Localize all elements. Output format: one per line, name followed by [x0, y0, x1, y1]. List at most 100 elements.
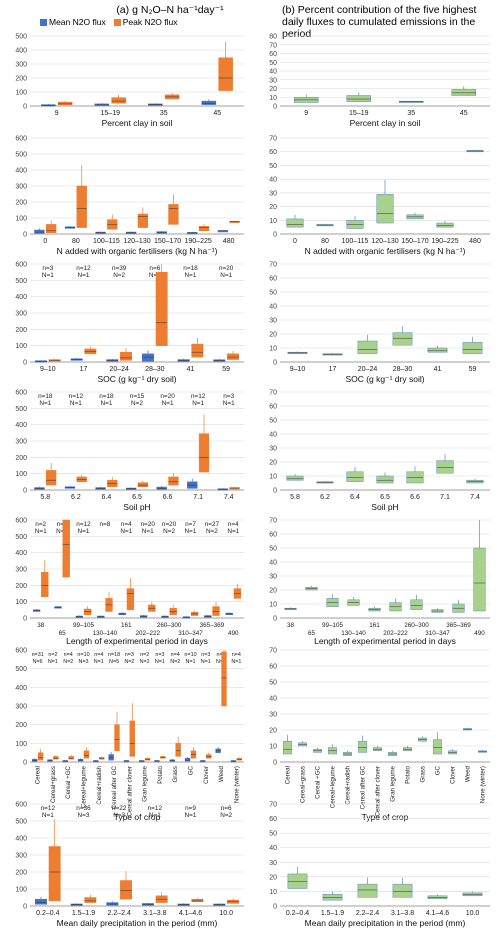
contribution-box: [410, 599, 423, 610]
y-tick-label: 20: [269, 728, 277, 735]
y-tick-label: 500: [15, 819, 27, 826]
x-tick-label: 490: [228, 630, 239, 637]
y-tick-label: 100: [15, 343, 27, 350]
peak-flux-box: [111, 97, 126, 104]
x-tick-label: 65: [59, 630, 67, 637]
x-tick-label: 20–24: [109, 366, 129, 373]
contribution-box: [376, 475, 394, 484]
x-tick-label: 17: [329, 366, 337, 373]
x-tick-label: 7.4: [470, 494, 480, 501]
x-tick-label: 6.5: [380, 494, 390, 501]
peak-flux-box: [168, 204, 179, 225]
mean-flux-box: [154, 760, 160, 763]
x-tick-label: Weed: [465, 765, 472, 782]
y-tick-label: 0: [273, 616, 277, 623]
x-tick-label: Potato: [405, 765, 412, 783]
annotation-n: n=4: [94, 652, 103, 658]
x-tick-label: 100–115: [93, 238, 120, 245]
y-tick-label: 10: [269, 346, 277, 353]
contribution-box: [283, 740, 292, 755]
annotation-n: n=3: [42, 265, 53, 272]
mean-flux-box: [201, 100, 217, 105]
x-tick-label: 45: [460, 110, 468, 117]
y-tick-label: 40: [269, 69, 277, 76]
y-tick-label: 30: [269, 318, 277, 325]
x-tick-label: 150–170: [154, 238, 181, 245]
y-tick-label: 20: [269, 588, 277, 595]
contribution-box: [451, 89, 476, 96]
y-tick-label: 0: [23, 760, 27, 767]
x-tick-label: 10.0: [219, 910, 233, 917]
y-tick-label: 500: [15, 666, 27, 673]
peak-flux-box: [120, 880, 132, 900]
x-tick-label: Cereal+grass: [50, 766, 57, 803]
x-tick-label: 15–19: [349, 110, 369, 117]
x-tick-label: Clover: [203, 766, 210, 784]
peak-flux-box: [155, 271, 168, 346]
x-tick-label: 120–130: [123, 238, 150, 245]
y-tick-label: 100: [15, 471, 27, 478]
annotation-N: N=2: [220, 812, 232, 819]
x-tick-label: 3.1–3.8: [391, 910, 414, 917]
peak-flux-box: [212, 606, 220, 616]
y-tick-label: 10: [269, 218, 277, 225]
chart-left-0: 0 100 200 300 400 500 9 15–19 35 45 Percent clay i…: [15, 34, 244, 128]
peak-flux-box: [53, 756, 59, 760]
annotation-N: N=2: [206, 528, 218, 535]
peak-flux-box: [41, 572, 49, 598]
y-tick-label: 400: [15, 294, 27, 301]
annotation-n: n=36: [76, 805, 91, 812]
x-tick-label: 202–222: [135, 630, 160, 637]
contribution-box: [346, 471, 364, 482]
annotation-n: n=15: [130, 393, 145, 400]
y-tick-label: 50: [269, 831, 277, 838]
annotation-N: N=1: [56, 528, 68, 535]
x-tick-label: 150–170: [401, 238, 428, 245]
peak-flux-box: [168, 476, 179, 486]
y-tick-label: 40: [269, 177, 277, 184]
chart-left-4: 0100200300400500600386599–105130–1401612…: [15, 518, 244, 646]
annotation-N: N=1: [227, 528, 239, 535]
annotation-n: n=3: [125, 652, 134, 658]
x-tick-label: Cereal +GC: [65, 765, 72, 798]
annotation-n: n=4: [171, 652, 180, 658]
x-tick-label: Cereal after clover: [375, 766, 382, 817]
annotation-n: n=7: [185, 521, 196, 528]
chart-right-6: 0 10 20 30 40 50 60 70 0.2–0.4 1.5–1.9 2.2–2.4 3.1–…: [269, 802, 490, 928]
contribution-box: [436, 460, 454, 474]
annotation-N: N=1: [185, 812, 197, 819]
annotation-n: n=22: [112, 805, 127, 812]
annotation-n: n=3: [201, 652, 210, 658]
x-tick-label: Weed: [218, 765, 225, 782]
peak-flux-box: [46, 470, 57, 486]
contribution-box: [286, 218, 304, 228]
y-tick-label: 100: [15, 741, 27, 748]
annotation-N: N=1: [42, 272, 54, 279]
peak-flux-box: [198, 226, 210, 232]
x-tick-label: 480: [469, 238, 481, 245]
y-tick-label: 300: [15, 184, 27, 191]
y-tick-label: 0: [23, 904, 27, 911]
peak-flux-box: [137, 482, 149, 487]
y-tick-label: 300: [15, 311, 27, 318]
annotation-n: n=3: [223, 393, 234, 400]
y-tick-label: 70: [269, 262, 277, 269]
x-tick-label: Cereal+legume: [330, 765, 337, 808]
y-tick-label: 30: [269, 574, 277, 581]
chart-left-5: 0 100 200 300 400 500 600 Cereal Cereal+grass Cer…: [15, 648, 244, 822]
annotation-N: N=3: [113, 812, 125, 819]
peak-flux-box: [83, 608, 92, 615]
annotation-N: N=1: [216, 659, 226, 665]
x-tick-label: Potato: [157, 765, 164, 783]
x-tick-label: GC: [188, 765, 195, 775]
contribution-box: [473, 547, 486, 612]
peak-flux-box: [129, 720, 135, 757]
x-tick-label: 310–347: [178, 630, 203, 637]
peak-flux-box: [126, 588, 135, 611]
y-tick-label: 0: [23, 232, 27, 239]
mean-flux-box: [62, 760, 68, 763]
peak-flux-box: [229, 220, 240, 223]
peak-flux-box: [120, 351, 132, 361]
right-panel-title: (b) Percent contribution of the five hig…: [282, 4, 477, 40]
